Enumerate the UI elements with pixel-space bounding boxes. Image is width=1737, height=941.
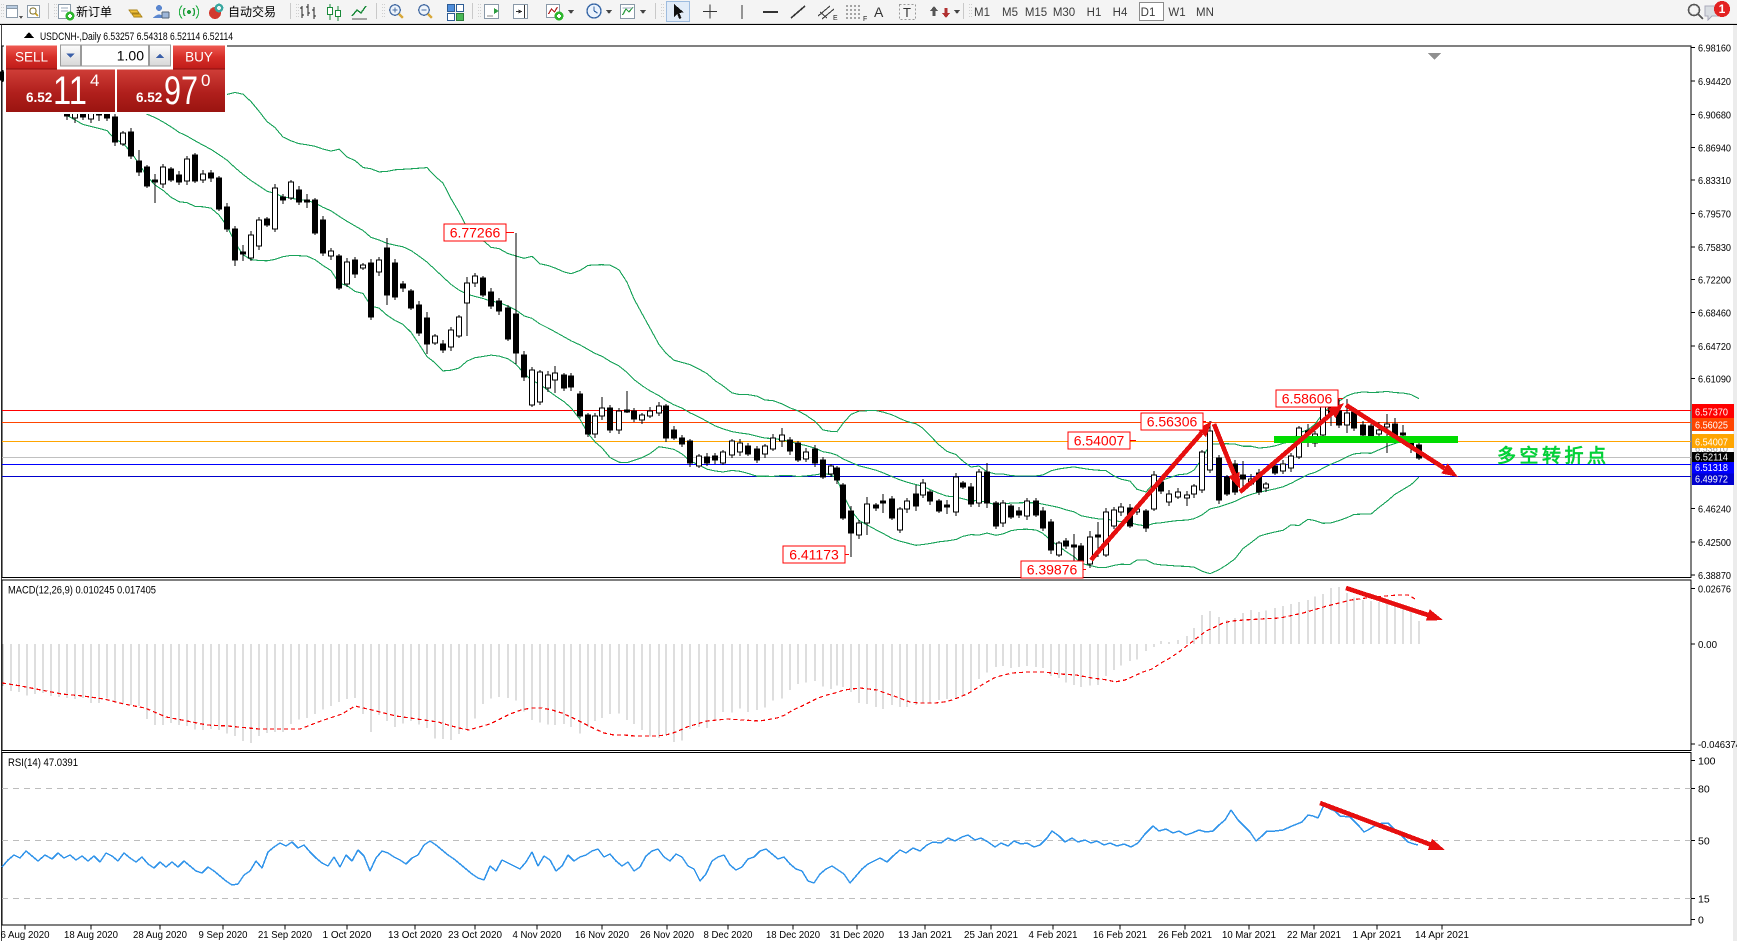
svg-text:6.57370: 6.57370 [1695,407,1728,419]
svg-text:1: 1 [1719,2,1726,16]
svg-text:H4: H4 [1113,7,1128,19]
svg-text:4 Feb 2021: 4 Feb 2021 [1029,929,1078,941]
svg-text:多空转折点: 多空转折点 [1497,445,1610,467]
svg-text:6.52: 6.52 [136,90,162,105]
svg-text:11: 11 [53,69,87,113]
svg-text:26 Feb 2021: 26 Feb 2021 [1158,929,1212,941]
svg-text:M5: M5 [1002,7,1018,19]
svg-text:100: 100 [1698,756,1716,768]
svg-text:6.52114: 6.52114 [1695,452,1728,464]
svg-text:6.56025: 6.56025 [1695,420,1728,432]
svg-text:6.41173: 6.41173 [789,547,839,563]
svg-text:97: 97 [164,69,198,113]
svg-text:6.75830: 6.75830 [1698,242,1731,254]
svg-text:F: F [863,16,867,23]
svg-text:0: 0 [201,71,210,90]
svg-text:M15: M15 [1025,7,1047,19]
svg-text:26 Nov 2020: 26 Nov 2020 [640,929,694,941]
svg-text:6.98160: 6.98160 [1698,43,1731,55]
svg-text:6.51318: 6.51318 [1695,462,1728,474]
svg-text:6 Aug 2020: 6 Aug 2020 [1,929,50,941]
svg-text:6.64720: 6.64720 [1698,341,1731,353]
svg-text:28 Aug 2020: 28 Aug 2020 [133,929,187,941]
svg-text:6.86940: 6.86940 [1698,143,1731,155]
svg-text:自动交易: 自动交易 [228,4,276,19]
svg-text:MACD(12,26,9) 0.010245 0.01740: MACD(12,26,9) 0.010245 0.017405 [8,585,156,597]
svg-text:16 Feb 2021: 16 Feb 2021 [1093,929,1147,941]
svg-text:D1: D1 [1141,7,1156,19]
svg-text:6.77266: 6.77266 [450,225,501,241]
svg-text:0.00: 0.00 [1698,639,1717,651]
svg-text:31 Dec 2020: 31 Dec 2020 [830,929,884,941]
svg-text:6.39876: 6.39876 [1027,562,1078,578]
svg-text:0: 0 [1698,915,1704,927]
svg-text:13 Oct 2020: 13 Oct 2020 [388,929,442,941]
svg-text:6.54007: 6.54007 [1074,433,1125,449]
svg-text:15: 15 [1698,894,1710,906]
svg-text:6.90680: 6.90680 [1698,109,1731,121]
svg-text:6.61090: 6.61090 [1698,374,1731,386]
svg-text:H1: H1 [1087,7,1102,19]
svg-text:21 Sep 2020: 21 Sep 2020 [258,929,312,941]
svg-text:USDCNH-,Daily 6.53257 6.54318: USDCNH-,Daily 6.53257 6.54318 6.52114 6.… [40,31,233,43]
svg-text:6.52: 6.52 [26,90,52,105]
svg-text:6.56306: 6.56306 [1147,414,1198,430]
svg-text:16 Nov 2020: 16 Nov 2020 [575,929,629,941]
svg-text:-0.046374: -0.046374 [1698,739,1737,751]
svg-text:80: 80 [1698,784,1710,796]
svg-text:6.49972: 6.49972 [1695,474,1728,486]
svg-text:1 Oct 2020: 1 Oct 2020 [323,929,372,941]
svg-text:13 Jan 2021: 13 Jan 2021 [898,929,952,941]
svg-text:23 Oct 2020: 23 Oct 2020 [448,929,502,941]
svg-text:RSI(14) 47.0391: RSI(14) 47.0391 [8,757,78,769]
svg-text:6.83310: 6.83310 [1698,175,1731,187]
svg-text:BUY: BUY [185,50,213,65]
svg-text:A: A [874,4,884,20]
svg-text:6.94420: 6.94420 [1698,76,1731,88]
svg-text:4: 4 [90,71,99,90]
svg-text:6.38870: 6.38870 [1698,570,1731,582]
svg-text:18 Dec 2020: 18 Dec 2020 [766,929,820,941]
svg-text:E: E [833,15,838,22]
svg-text:1.00: 1.00 [117,48,144,64]
svg-text:新订单: 新订单 [76,4,112,19]
svg-text:6.79570: 6.79570 [1698,209,1731,221]
svg-text:6.54007: 6.54007 [1695,437,1728,449]
svg-text:M1: M1 [974,7,990,19]
svg-text:14 Apr 2021: 14 Apr 2021 [1415,929,1469,941]
svg-text:6.46240: 6.46240 [1698,504,1731,516]
svg-text:8 Dec 2020: 8 Dec 2020 [704,929,753,941]
svg-text:25 Jan 2021: 25 Jan 2021 [964,929,1018,941]
svg-text:18 Aug 2020: 18 Aug 2020 [64,929,118,941]
svg-text:10 Mar 2021: 10 Mar 2021 [1222,929,1276,941]
svg-text:6.58606: 6.58606 [1282,391,1333,407]
svg-text:6.72200: 6.72200 [1698,274,1731,286]
svg-text:22 Mar 2021: 22 Mar 2021 [1287,929,1341,941]
svg-text:1 Apr 2021: 1 Apr 2021 [1353,929,1402,941]
svg-text:W1: W1 [1168,7,1185,19]
svg-text:9 Sep 2020: 9 Sep 2020 [199,929,248,941]
svg-text:M30: M30 [1053,7,1075,19]
svg-text:T: T [903,5,911,20]
svg-text:6.68460: 6.68460 [1698,308,1731,320]
svg-text:SELL: SELL [15,50,49,65]
svg-text:6.42500: 6.42500 [1698,537,1731,549]
svg-text:4 Nov 2020: 4 Nov 2020 [513,929,562,941]
svg-text:MN: MN [1196,7,1214,19]
svg-text:50: 50 [1698,836,1710,848]
svg-text:0.02676: 0.02676 [1698,584,1731,596]
